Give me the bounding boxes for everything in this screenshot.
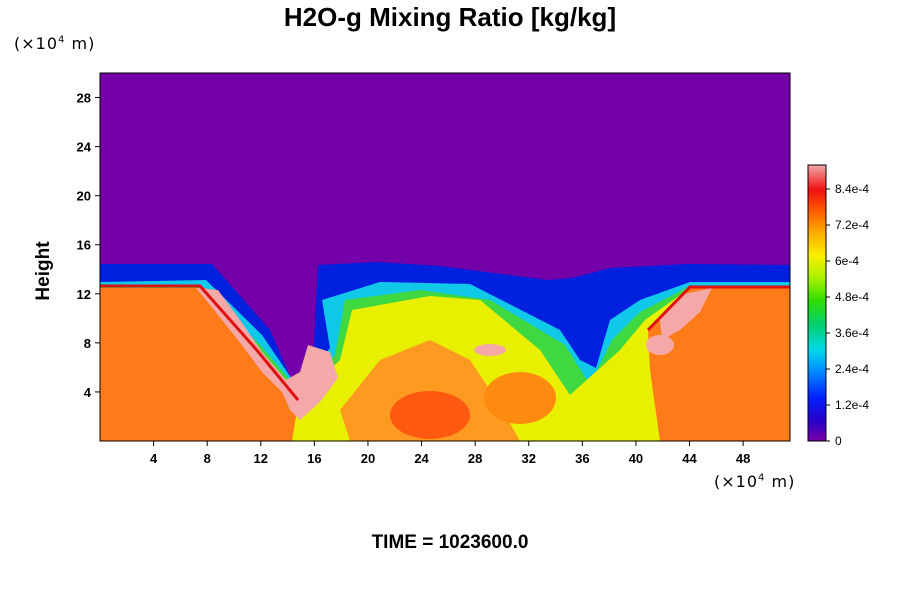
y-axis-ticks: 4 8 12 16 20 24 28: [77, 91, 100, 400]
y-tick-label: 4: [84, 385, 92, 400]
colorbar-tick-label: 6e-4: [835, 254, 859, 268]
x-tick-label: 28: [468, 451, 482, 466]
y-tick-label: 20: [77, 189, 91, 204]
time-label: TIME = 1023600.0: [371, 532, 529, 553]
x-tick-label: 32: [522, 451, 536, 466]
x-tick-label: 40: [629, 451, 643, 466]
y-axis-unit: (×104 m): [14, 34, 96, 53]
colorbar-tick-label: 2.4e-4: [835, 362, 869, 376]
x-tick-label: 4: [150, 451, 158, 466]
y-tick-label: 16: [77, 238, 91, 253]
colorbar-tick-label: 7.2e-4: [835, 218, 869, 232]
colorbar-tick-label: 1.2e-4: [835, 398, 869, 412]
x-tick-label: 12: [254, 451, 268, 466]
chart-title: H2O-g Mixing Ratio [kg/kg]: [283, 2, 617, 32]
field-orange-middle: [340, 340, 520, 441]
plot-frame: [99, 72, 791, 442]
x-tick-label: 8: [204, 451, 211, 466]
colorbar-tick-label: 8.4e-4: [835, 182, 869, 196]
x-tick-label: 24: [414, 451, 429, 466]
x-tick-label: 20: [361, 451, 375, 466]
field-orange-swirl: [484, 372, 556, 424]
field-red-edge: [100, 284, 300, 401]
x-tick-label: 16: [307, 451, 321, 466]
y-tick-label: 12: [77, 287, 91, 302]
field-pink-blob: [646, 335, 674, 355]
y-tick-label: 28: [77, 91, 91, 106]
field-orange-left: [100, 288, 298, 441]
y-tick-label: 8: [84, 336, 91, 351]
y-tick-label: 24: [77, 140, 92, 155]
field-pink-right: [660, 288, 712, 340]
x-tick-label: 44: [682, 451, 697, 466]
colorbar: [807, 164, 827, 442]
colorbar-tick-label: 4.8e-4: [835, 290, 869, 304]
x-axis-unit: (×104 m): [714, 472, 796, 491]
field-pink-blob-2: [474, 344, 506, 356]
field-orange-swirl-2: [390, 391, 470, 439]
x-tick-label: 48: [736, 451, 750, 466]
x-tick-label: 36: [575, 451, 589, 466]
x-axis-ticks: 4 8 12 16 20 24 28 32 36 40 44 48: [150, 441, 750, 466]
colorbar-tick-label: 0: [835, 434, 842, 448]
colorbar-ticks: 0 1.2e-4 2.4e-4 3.6e-4 4.8e-4 6e-4 7.2e-4 8.4e-…: [826, 182, 869, 448]
field-image: [100, 73, 790, 441]
colorbar-tick-label: 3.6e-4: [835, 326, 869, 340]
field-red-edge-right: [646, 285, 790, 332]
